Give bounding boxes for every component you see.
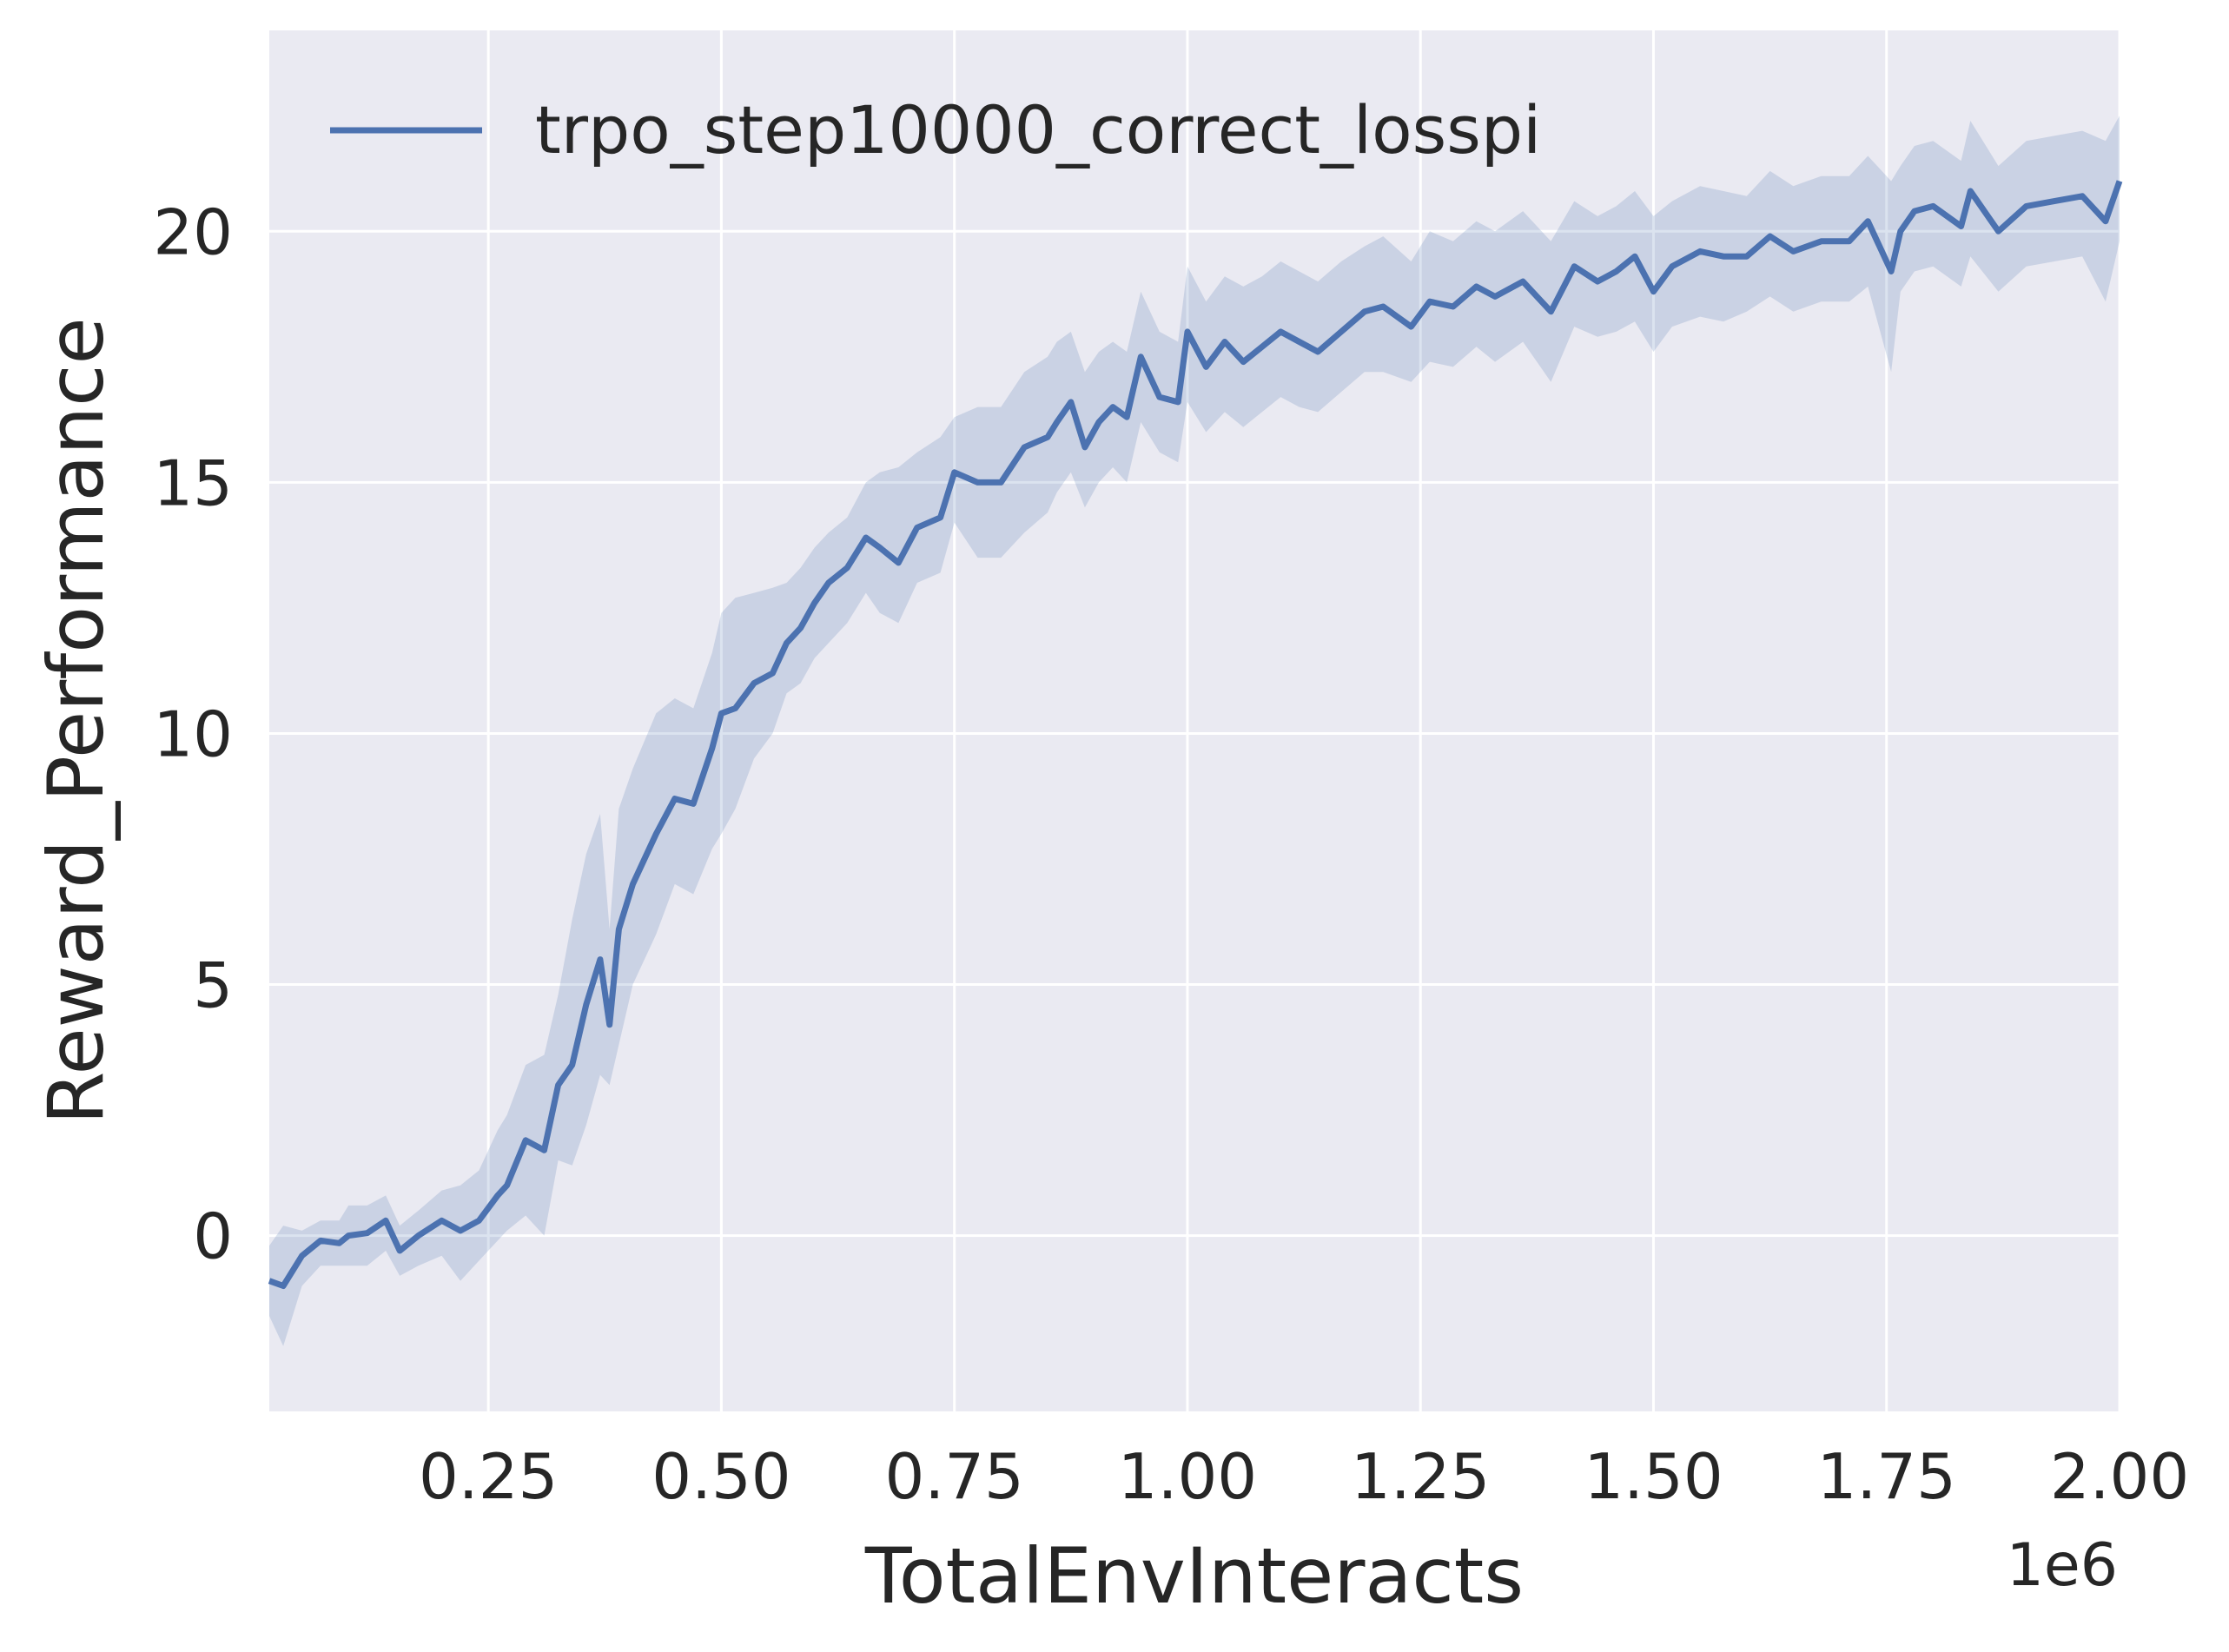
x-tick-labels: 0.25 0.50 0.75 1.00 1.25 1.50 1.75 2.00 xyxy=(419,1440,2189,1513)
legend: trpo_step10000_correct_losspi xyxy=(330,91,1541,169)
legend-entry-label: trpo_step10000_correct_losspi xyxy=(535,91,1541,169)
x-tick-label: 1.50 xyxy=(1584,1440,1723,1513)
plot-background xyxy=(269,30,2120,1411)
y-tick-label: 5 xyxy=(193,949,233,1022)
y-tick-label: 10 xyxy=(153,697,233,770)
y-axis-label: Reward_Performance xyxy=(31,317,121,1124)
x-tick-label: 2.00 xyxy=(2050,1440,2189,1513)
series-line xyxy=(268,180,2123,1289)
y-tick-label: 20 xyxy=(153,195,233,268)
x-axis-label: TotalEnvInteracts xyxy=(864,1531,1524,1621)
x-tick-label: 1.75 xyxy=(1817,1440,1956,1513)
y-tick-label: 0 xyxy=(193,1200,233,1273)
x-tick-label: 0.25 xyxy=(419,1440,558,1513)
y-tick-labels: 0 5 10 15 20 xyxy=(153,195,233,1272)
x-tick-label: 1.00 xyxy=(1118,1440,1257,1513)
y-tick-label: 15 xyxy=(153,446,233,519)
x-tick-label: 0.50 xyxy=(652,1440,790,1513)
confidence-band xyxy=(269,116,2120,1346)
x-offset-label: 1e6 xyxy=(2007,1531,2118,1600)
x-tick-label: 1.25 xyxy=(1351,1440,1490,1513)
x-tick-label: 0.75 xyxy=(885,1440,1024,1513)
